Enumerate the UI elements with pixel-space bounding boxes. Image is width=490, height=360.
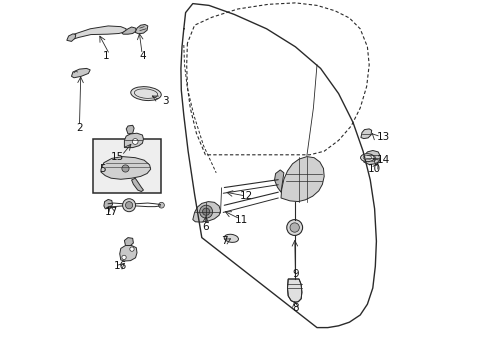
Polygon shape — [135, 24, 148, 34]
Polygon shape — [120, 246, 137, 261]
Ellipse shape — [224, 234, 239, 242]
Polygon shape — [364, 150, 380, 165]
Polygon shape — [72, 68, 90, 78]
Polygon shape — [72, 26, 126, 39]
Text: 8: 8 — [292, 303, 299, 313]
Text: 6: 6 — [202, 222, 209, 232]
Polygon shape — [104, 199, 113, 209]
Text: 11: 11 — [235, 215, 248, 225]
Polygon shape — [67, 34, 76, 41]
Ellipse shape — [131, 87, 161, 100]
Polygon shape — [122, 27, 136, 34]
Circle shape — [122, 255, 126, 260]
Text: 14: 14 — [376, 155, 390, 165]
Polygon shape — [101, 157, 151, 179]
Polygon shape — [132, 178, 144, 192]
Circle shape — [287, 220, 303, 235]
Polygon shape — [193, 202, 221, 222]
Text: 17: 17 — [105, 207, 119, 217]
Text: 16: 16 — [114, 261, 127, 271]
Text: 9: 9 — [292, 269, 299, 279]
Circle shape — [132, 139, 138, 144]
Text: 15: 15 — [111, 152, 124, 162]
Polygon shape — [274, 170, 284, 192]
Text: 13: 13 — [376, 132, 390, 142]
Circle shape — [130, 247, 134, 251]
Circle shape — [202, 208, 210, 215]
Polygon shape — [126, 125, 134, 134]
Polygon shape — [281, 157, 324, 202]
Circle shape — [290, 223, 299, 232]
Text: 4: 4 — [139, 51, 146, 61]
Polygon shape — [288, 279, 302, 302]
Circle shape — [125, 202, 133, 209]
Circle shape — [122, 199, 136, 212]
Text: 5: 5 — [99, 164, 106, 174]
Circle shape — [370, 156, 376, 161]
Polygon shape — [124, 133, 144, 148]
Ellipse shape — [361, 154, 374, 162]
Text: 2: 2 — [76, 123, 83, 133]
Circle shape — [199, 205, 213, 218]
Text: 3: 3 — [162, 96, 169, 106]
Circle shape — [122, 165, 129, 172]
Text: 10: 10 — [368, 164, 381, 174]
Polygon shape — [361, 129, 372, 139]
Circle shape — [159, 202, 164, 208]
Text: 7: 7 — [221, 236, 228, 246]
Text: 1: 1 — [103, 51, 110, 61]
Polygon shape — [124, 238, 133, 246]
Bar — [93, 139, 162, 193]
Text: 12: 12 — [240, 191, 253, 201]
